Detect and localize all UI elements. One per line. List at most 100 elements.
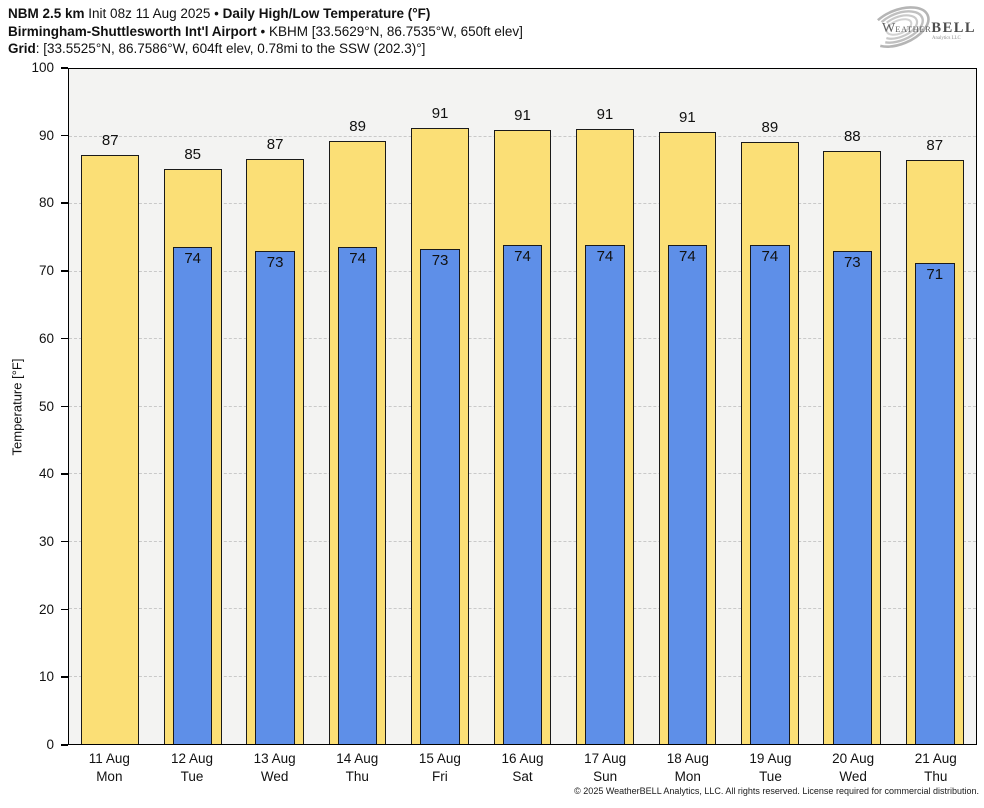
x-tick-date: 14 Aug (336, 751, 379, 766)
low-bar: 74 (585, 244, 625, 744)
low-value-label: 74 (514, 247, 531, 265)
y-tick-label-50: 50 (38, 398, 54, 414)
plot-area: 87 85 74 87 73 89 74 91 73 91 74 91 74 91 74 89 74 88 73 87… (68, 68, 977, 745)
x-tick-date: 21 Aug (914, 751, 957, 766)
x-tick-weekday: Sat (512, 768, 533, 784)
low-bar: 74 (337, 246, 378, 744)
bar-group: 89 74 (316, 69, 398, 744)
high-value-label: 91 (596, 106, 614, 124)
x-tick-label: 14 Aug Thu (316, 750, 399, 785)
x-axis-labels: 11 Aug Mon 12 Aug Tue 13 Aug Wed 14 Aug Thu 15 A… (68, 750, 977, 785)
header-line-3: Grid: [33.5525°N, 86.7586°W, 604ft elev,… (8, 40, 523, 58)
low-bar: 74 (667, 244, 708, 744)
x-tick-date: 12 Aug (170, 751, 213, 766)
x-tick-label: 20 Aug Wed (812, 750, 895, 785)
low-bar: 73 (255, 250, 295, 744)
low-value-label: 71 (926, 266, 944, 284)
x-tick-weekday: Fri (432, 768, 448, 784)
bar-group: 87 (69, 69, 151, 744)
x-tick-label: 11 Aug Mon (68, 750, 151, 785)
x-tick-label: 13 Aug Wed (233, 750, 316, 785)
x-tick-date: 19 Aug (749, 751, 792, 766)
x-tick-weekday: Mon (674, 768, 701, 784)
y-tick-label-40: 40 (38, 466, 54, 482)
header-line-1: NBM 2.5 km Init 08z 11 Aug 2025 • Daily … (8, 5, 523, 23)
y-tick-label-60: 60 (38, 330, 54, 346)
bar-group: 87 71 (894, 69, 976, 744)
low-value-label: 73 (843, 254, 861, 272)
high-value-label: 91 (514, 106, 531, 124)
y-tick-label-30: 30 (38, 533, 54, 549)
y-tick-mark-10 (61, 676, 68, 678)
x-tick-label: 19 Aug Tue (729, 750, 812, 785)
low-bar: 74 (172, 246, 213, 744)
x-tick-date: 15 Aug (418, 751, 461, 766)
high-value-label: 85 (184, 145, 202, 163)
low-value-label: 74 (184, 249, 202, 267)
high-value-label: 88 (843, 128, 861, 146)
logo-bell: BELL (931, 20, 974, 36)
low-bar: 71 (914, 263, 955, 744)
x-tick-label: 12 Aug Tue (151, 750, 234, 785)
bar-group: 89 74 (729, 69, 811, 744)
low-bar: 74 (502, 244, 543, 744)
header-line-2: Birmingham-Shuttlesworth Int'l Airport •… (8, 23, 523, 41)
y-tick-label-0: 0 (46, 737, 54, 752)
grid-details: : [33.5525°N, 86.7586°W, 604ft elev, 0.7… (35, 41, 426, 56)
high-value-label: 89 (349, 117, 366, 135)
x-tick-label: 16 Aug Sat (481, 750, 564, 785)
x-tick-weekday: Thu (345, 768, 369, 784)
y-axis: 0 10 20 30 40 50 60 70 80 90 100 (0, 60, 68, 752)
x-tick-weekday: Sun (593, 768, 618, 784)
x-tick-label: 17 Aug Sun (564, 750, 647, 785)
copyright-text: © 2025 WeatherBELL Analytics, LLC. All r… (574, 786, 979, 796)
bar-group: 85 74 (151, 69, 233, 744)
x-tick-date: 13 Aug (253, 751, 296, 766)
station-details: KBHM [33.5629°N, 86.7535°W, 650ft elev] (268, 23, 523, 39)
bar-group: 88 73 (811, 69, 893, 744)
y-tick-mark-50 (61, 405, 68, 408)
grid-label: Grid (8, 41, 36, 56)
bullet-separator-2: • (260, 23, 266, 39)
high-value-label: 91 (431, 104, 449, 122)
y-tick-label-20: 20 (38, 601, 54, 617)
low-value-label: 73 (431, 252, 449, 270)
y-tick-mark-90 (61, 134, 68, 137)
logo-letter-w: W (882, 21, 896, 36)
bar-group: 91 74 (481, 69, 563, 744)
y-tick-mark-30 (61, 540, 68, 543)
bar-group: 91 73 (399, 69, 481, 744)
x-tick-weekday: Wed (260, 768, 289, 784)
y-tick-label-80: 80 (38, 195, 54, 211)
init-time: Init 08z 11 Aug 2025 (88, 6, 211, 21)
logo-wordmark: WEATHERBELL (882, 20, 974, 36)
low-value-label: 74 (349, 249, 366, 267)
bar-group: 91 74 (564, 69, 646, 744)
x-tick-weekday: Tue (759, 768, 782, 784)
y-tick-mark-0 (61, 744, 68, 746)
x-tick-weekday: Thu (924, 768, 948, 784)
chart-header: NBM 2.5 km Init 08z 11 Aug 2025 • Daily … (8, 5, 523, 58)
y-tick-mark-80 (61, 202, 68, 204)
y-tick-mark-70 (61, 270, 68, 272)
x-tick-date: 20 Aug (832, 751, 875, 766)
high-value-label: 91 (679, 109, 696, 127)
y-tick-mark-60 (61, 337, 68, 340)
low-bar: 74 (750, 245, 790, 744)
x-tick-label: 21 Aug Thu (894, 750, 977, 785)
bar-groups: 87 85 74 87 73 89 74 91 73 91 74 91 74 91 74 89 74 88 73 87… (69, 69, 976, 744)
weatherbell-logo: WEATHERBELL Analytics LLC (862, 2, 975, 57)
y-tick-mark-40 (61, 473, 68, 475)
y-tick-mark-100 (61, 67, 68, 69)
low-value-label: 74 (761, 248, 779, 266)
low-value-label: 74 (596, 247, 614, 265)
x-tick-date: 16 Aug (501, 751, 544, 766)
model-name: NBM 2.5 km (8, 6, 85, 21)
logo-eather: EATHER (895, 24, 931, 34)
bar-group: 91 74 (646, 69, 728, 744)
x-tick-date: 11 Aug (88, 751, 130, 766)
y-tick-label-10: 10 (38, 669, 54, 685)
x-tick-weekday: Wed (839, 768, 867, 784)
bullet-separator: • (214, 6, 219, 21)
